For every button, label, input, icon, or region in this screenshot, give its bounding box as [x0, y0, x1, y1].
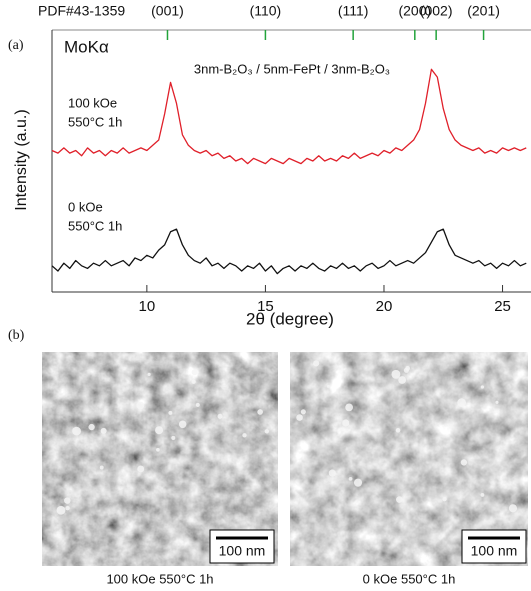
particle	[480, 492, 485, 497]
series-line	[51, 228, 527, 275]
x-axis-label: 2θ (degree)	[246, 309, 334, 328]
particle	[137, 465, 145, 473]
particle	[391, 369, 401, 379]
annotation: 550°C 1h	[68, 114, 122, 129]
particle	[65, 505, 70, 511]
series-label: 100 kOe	[68, 95, 117, 110]
particle	[99, 465, 104, 470]
particle	[396, 496, 403, 503]
particle	[403, 367, 409, 373]
annotation: MoKα	[64, 37, 109, 56]
scale-label: 100 nm	[471, 543, 518, 559]
particle	[64, 497, 71, 504]
scale-bar: 100 nm	[461, 529, 527, 564]
particle	[264, 429, 270, 434]
reference-label: (200)	[398, 3, 431, 19]
particle	[300, 409, 306, 415]
annotation: 3nm-B₂O₃ / 5nm-FePt / 3nm-B₂O₃	[194, 61, 390, 76]
particle	[495, 400, 499, 404]
x-tick-label: 15	[257, 298, 274, 315]
particle	[296, 414, 303, 421]
annotation: 550°C 1h	[68, 218, 122, 233]
particle	[178, 420, 187, 429]
particle	[191, 369, 198, 376]
series-line	[51, 68, 527, 165]
panel-label: (b)	[8, 328, 25, 343]
x-tick-label: 20	[376, 298, 393, 315]
reference-label: (002)	[420, 3, 453, 19]
reference-label: (001)	[151, 3, 184, 19]
particle	[155, 426, 164, 435]
reference-label: (110)	[250, 3, 282, 19]
particle	[313, 360, 320, 367]
scale-label: 100 nm	[219, 543, 266, 559]
particle	[326, 384, 330, 388]
panel-label: (a)	[8, 38, 24, 53]
particle	[442, 496, 447, 502]
particle	[168, 410, 173, 415]
particle	[242, 433, 247, 438]
particle	[171, 435, 176, 440]
particle	[395, 427, 401, 433]
y-axis-label: Intensity (a.u.)	[13, 109, 30, 210]
series-label: 0 kOe	[68, 199, 103, 214]
particle	[72, 426, 81, 436]
particle	[88, 423, 95, 431]
reference-label: (201)	[467, 3, 500, 19]
particle	[100, 427, 107, 434]
particle	[156, 447, 160, 452]
particle	[147, 372, 151, 377]
caption: 0 kOe 550°C 1h	[363, 571, 456, 586]
scale-box	[209, 529, 275, 564]
caption: 100 kOe 550°C 1h	[106, 571, 213, 586]
scale-bar: 100 nm	[209, 529, 275, 564]
particle	[508, 504, 518, 513]
reference-name: PDF#43-1359	[38, 3, 125, 19]
particle	[353, 478, 363, 487]
reference-label: (111)	[338, 3, 369, 19]
particle	[480, 385, 484, 389]
particle	[195, 402, 200, 407]
particle	[460, 459, 468, 466]
particle	[398, 376, 407, 384]
particle	[217, 413, 223, 419]
particle	[342, 419, 350, 427]
x-tick-label: 10	[139, 298, 156, 315]
particle	[257, 409, 263, 415]
particle	[345, 403, 353, 412]
scale-box	[461, 529, 527, 564]
particle	[136, 401, 145, 410]
x-tick-label: 25	[494, 298, 511, 315]
particle	[457, 398, 467, 408]
particle	[348, 476, 353, 481]
particle	[191, 379, 196, 384]
particle	[328, 469, 336, 477]
particle	[56, 505, 66, 515]
